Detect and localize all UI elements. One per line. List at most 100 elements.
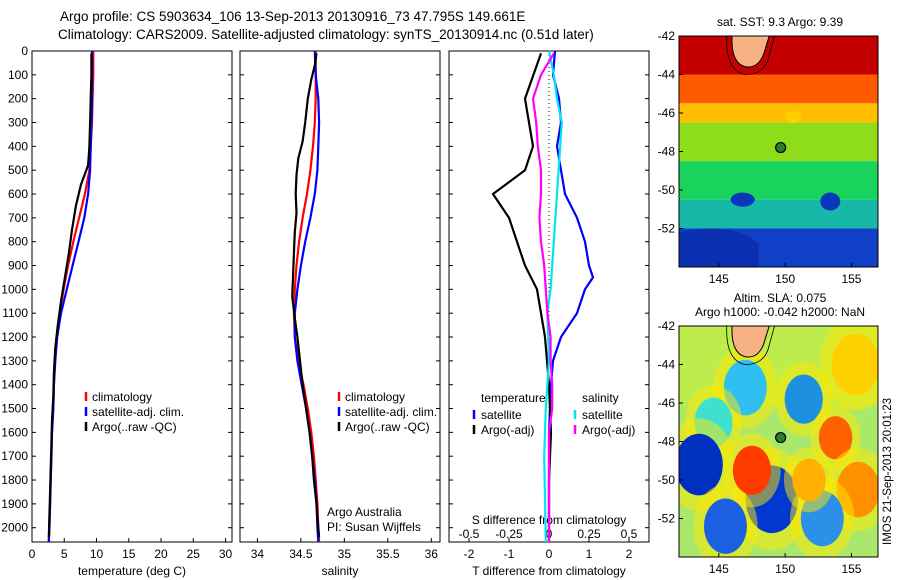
difference-top-tick-label: 0.25 xyxy=(577,527,601,541)
header-line2: Climatology: CARS2009. Satellite-adjuste… xyxy=(58,27,594,42)
sla-blob xyxy=(703,498,747,554)
salinity-profile-frame xyxy=(239,50,441,543)
sla-map-ytick-label: -42 xyxy=(658,319,676,333)
depth-tick-label: 1700 xyxy=(1,449,28,463)
difference-legend-temperature-label: Argo(-adj) xyxy=(481,423,534,437)
sla-map-xtick-label: 155 xyxy=(841,562,861,576)
sst-map-ytick-label: -52 xyxy=(658,222,676,236)
sla-blob xyxy=(784,374,823,424)
bathymetry-contour xyxy=(726,326,775,365)
sst-band xyxy=(679,161,878,200)
sst-warm-eddy xyxy=(785,110,802,123)
watermark: IMOS 21-Sep-2013 20:01:23 xyxy=(882,397,894,545)
depth-tick-label: 1600 xyxy=(1,425,28,439)
difference-legend-salinity-title: salinity xyxy=(582,391,619,405)
difference-xtick-label: 2 xyxy=(626,547,633,561)
depth-tick-label: 300 xyxy=(8,116,28,130)
difference-legend-salinity-label: satellite xyxy=(582,408,623,422)
argo-position-marker xyxy=(775,431,787,444)
sla-map-title: Altim. SLA: 0.075 xyxy=(734,291,827,305)
difference-profile-series-line xyxy=(543,50,563,543)
difference-legend-temperature-label: satellite xyxy=(481,408,522,422)
depth-tick-label: 700 xyxy=(8,211,28,225)
sst-band xyxy=(679,122,878,162)
depth-tick-label: 900 xyxy=(8,259,28,273)
sla-map-xtick-label: 145 xyxy=(709,562,729,576)
argo-position-marker xyxy=(775,141,787,154)
difference-axis-label: T difference from climatology xyxy=(472,564,626,578)
sla-map-ytick-label: -52 xyxy=(658,512,676,526)
sst-cold-water xyxy=(679,228,759,267)
depth-tick-label: 2000 xyxy=(1,521,28,535)
temperature-legend-label: satellite-adj. clim. xyxy=(92,405,184,419)
difference-profile-series-line xyxy=(491,53,553,542)
temperature-legend-label: Argo(..raw -QC) xyxy=(92,420,177,434)
sst-map-ytick-label: -48 xyxy=(658,145,676,159)
sla-map-ytick-label: -46 xyxy=(658,396,676,410)
salinity-xtick-label: 35 xyxy=(338,547,352,561)
salinity-profile-series-line xyxy=(292,51,321,543)
difference-xtick-label: -1 xyxy=(504,547,515,561)
sla-map-xtick-label: 150 xyxy=(775,562,795,576)
temperature-xtick-label: 15 xyxy=(122,547,136,561)
temperature-legend-label: climatology xyxy=(92,390,152,404)
sst-map-xtick-label: 155 xyxy=(841,272,861,286)
sla-map-content xyxy=(679,326,878,557)
depth-tick-label: 1100 xyxy=(2,306,28,320)
salinity-xtick-label: 36 xyxy=(425,547,439,561)
sst-cold-eddy xyxy=(730,192,755,207)
sst-map-ytick-label: -50 xyxy=(658,183,676,197)
salinity-annotation-line2: PI: Susan Wijffels xyxy=(327,520,421,534)
sst-map-ytick-label: -44 xyxy=(658,68,676,82)
depth-tick-label: 1500 xyxy=(1,402,28,416)
sla-blob xyxy=(792,458,826,502)
temperature-axis-label: temperature (deg C) xyxy=(78,564,186,578)
salinity-xtick-label: 34 xyxy=(251,547,265,561)
depth-tick-label: 1800 xyxy=(1,473,28,487)
temperature-xtick-label: 0 xyxy=(29,547,36,561)
sst-map-title: sat. SST: 9.3 Argo: 9.39 xyxy=(717,15,843,29)
difference-xtick-label: 1 xyxy=(586,547,593,561)
salinity-axis-label: salinity xyxy=(322,564,359,578)
temperature-profile-series-line xyxy=(47,53,93,538)
temperature-xtick-label: 25 xyxy=(187,547,201,561)
depth-tick-label: 1400 xyxy=(1,378,28,392)
land-tasmania xyxy=(731,36,770,68)
sst-cold-eddy xyxy=(820,192,841,211)
depth-tick-label: 100 xyxy=(8,68,28,82)
sla-map-ytick-label: -48 xyxy=(658,435,676,449)
sst-map-content xyxy=(679,36,878,267)
bathymetry-contour xyxy=(726,36,775,75)
sst-band xyxy=(679,36,878,75)
temperature-xtick-label: 20 xyxy=(154,547,168,561)
header-line1: Argo profile: CS 5903634_106 13-Sep-2013… xyxy=(60,9,526,24)
depth-tick-label: 500 xyxy=(8,163,28,177)
land-tasmania xyxy=(731,326,770,358)
depth-tick-label: 600 xyxy=(8,187,28,201)
salinity-xtick-label: 34.5 xyxy=(289,547,313,561)
sla-blob xyxy=(818,416,853,460)
difference-profile-series-line xyxy=(531,52,555,542)
sst-band xyxy=(679,74,878,104)
sla-blob xyxy=(831,333,878,396)
depth-tick-label: 800 xyxy=(8,235,28,249)
temperature-xtick-label: 10 xyxy=(90,547,104,561)
depth-tick-label: 1200 xyxy=(1,330,28,344)
temperature-xtick-label: 30 xyxy=(219,547,233,561)
difference-xtick-label: 0 xyxy=(546,547,553,561)
sst-map-xtick-label: 150 xyxy=(775,272,795,286)
sla-map-ytick-label: -44 xyxy=(658,358,676,372)
salinity-legend-label: satellite-adj. clim. xyxy=(345,405,437,419)
depth-tick-label: 200 xyxy=(8,92,28,106)
difference-top-tick-label: 0.5 xyxy=(621,527,638,541)
sst-band xyxy=(679,199,878,229)
salinity-profile-series-line xyxy=(291,53,321,538)
salinity-annotation-line1: Argo Australia xyxy=(327,505,402,519)
depth-tick-label: 0 xyxy=(21,44,28,58)
sla-map-subtitle: Argo h1000: -0.042 h2000: NaN xyxy=(695,305,865,319)
difference-top-tick-label: -0.25 xyxy=(495,527,523,541)
salinity-xtick-label: 35.5 xyxy=(376,547,400,561)
difference-top-tick-label: -0.5 xyxy=(459,527,480,541)
salinity-legend-label: Argo(..raw -QC) xyxy=(345,420,430,434)
